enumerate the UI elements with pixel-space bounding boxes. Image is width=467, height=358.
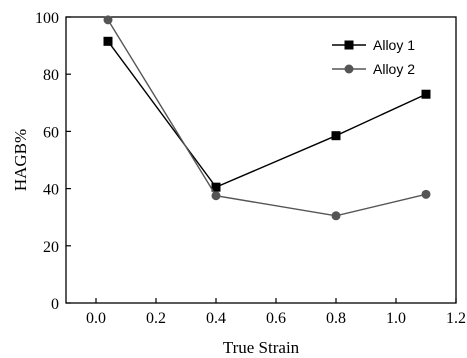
y-tick-label: 60 (43, 124, 59, 141)
legend: Alloy 1 Alloy 2 (332, 37, 415, 77)
y-axis-title: HAGB% (11, 129, 30, 191)
x-axis-title: True Strain (223, 338, 300, 357)
y-tick-label: 100 (35, 10, 59, 27)
axes (65, 16, 457, 304)
y-tick-label: 20 (43, 239, 59, 256)
x-tick-label: 0.0 (86, 310, 106, 327)
data-point (331, 211, 341, 221)
data-point (331, 131, 341, 141)
ticks: 0.0 0.2 0.4 0.6 0.8 1.0 1.2 0 20 40 60 80 100 (35, 10, 466, 327)
legend-label: Alloy 1 (373, 37, 415, 53)
data-point (211, 191, 221, 201)
x-tick-label: 1.2 (446, 310, 466, 327)
data-point (103, 15, 113, 25)
series-line (107, 40, 427, 189)
x-tick-label: 0.4 (206, 310, 226, 327)
data-point (421, 189, 431, 199)
series-line (107, 19, 427, 217)
x-tick-label: 1.0 (386, 310, 406, 327)
data-point (421, 89, 431, 99)
data-point (103, 36, 113, 46)
plot-frame (65, 16, 457, 304)
y-tick-label: 40 (43, 182, 59, 199)
x-tick-label: 0.6 (266, 310, 286, 327)
legend-entry: Alloy 1 (332, 37, 415, 53)
y-tick-label: 0 (51, 296, 59, 313)
legend-entry: Alloy 2 (332, 61, 415, 77)
series-layer (103, 15, 431, 221)
legend-marker (344, 40, 354, 50)
data-point (211, 182, 221, 192)
legend-label: Alloy 2 (373, 61, 415, 77)
series-2 (103, 15, 431, 221)
y-tick-label: 80 (43, 67, 59, 84)
series-1 (103, 36, 431, 192)
legend-marker (344, 64, 354, 74)
x-tick-label: 0.2 (146, 310, 166, 327)
x-tick-label: 0.8 (326, 310, 346, 327)
